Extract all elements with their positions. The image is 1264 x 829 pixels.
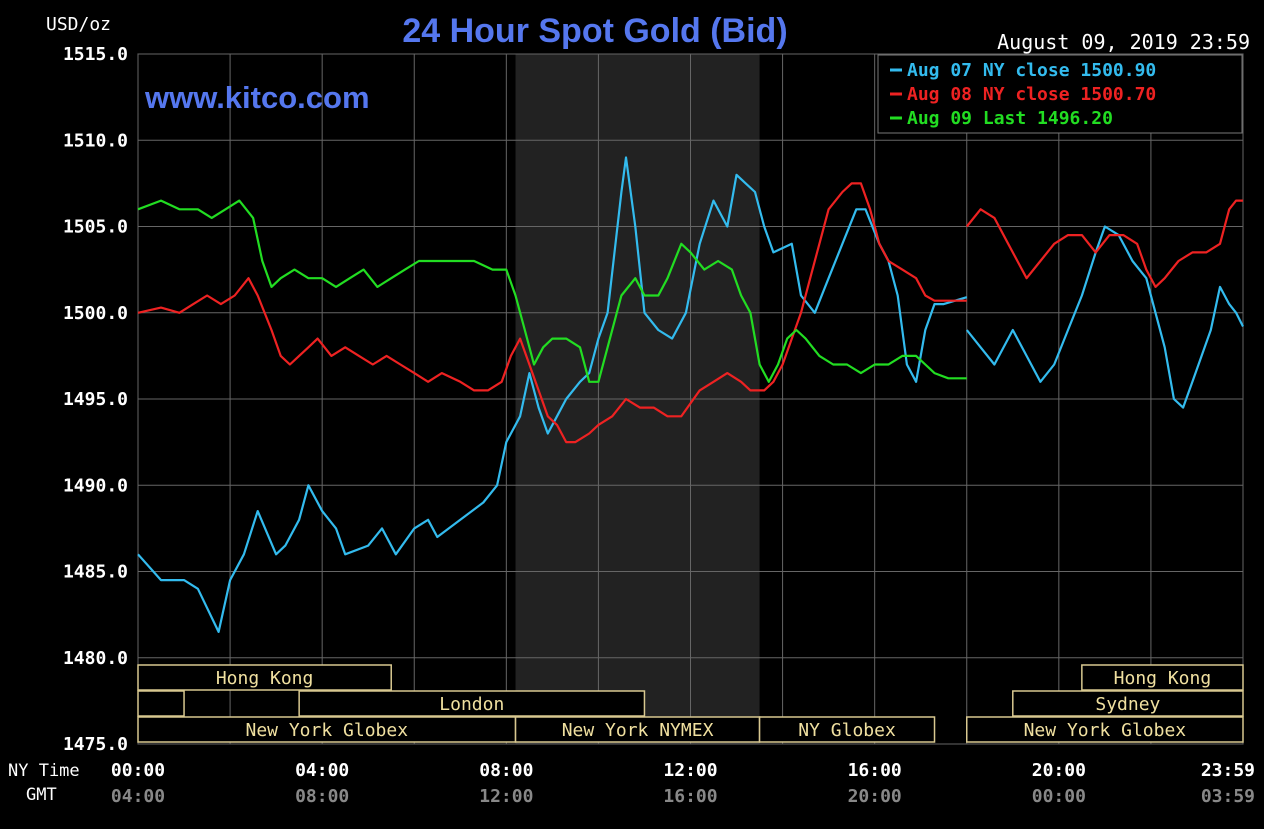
x-tick-label-ny: 20:00 xyxy=(1032,760,1086,781)
legend-box xyxy=(877,54,1243,134)
y-tick-label: 1480.0 xyxy=(63,648,128,669)
session-box xyxy=(966,716,1244,743)
legend-entry: Aug 08 NY close 1500.70 xyxy=(907,84,1156,105)
session-box xyxy=(758,716,936,743)
x-tick-label-gmt: 20:00 xyxy=(848,786,902,807)
session-label: Hong Kong xyxy=(216,668,314,689)
x-tick-label-gmt: 00:00 xyxy=(1032,786,1086,807)
series-line-2 xyxy=(137,182,967,444)
x-tick-label-ny: 00:00 xyxy=(111,760,165,781)
y-tick-label: 1475.0 xyxy=(63,734,128,755)
series-line-3 xyxy=(137,199,967,383)
watermark-text: www.kitco.com xyxy=(144,80,370,115)
y-tick-label: 1510.0 xyxy=(63,130,128,151)
series-line-2-after-gap xyxy=(965,199,1243,288)
session-label: New York Globex xyxy=(1024,720,1187,741)
x-tick-label-gmt: 16:00 xyxy=(663,786,717,807)
legend-entry: Aug 09 Last 1496.20 xyxy=(907,108,1113,129)
session-box xyxy=(1012,690,1244,717)
series-line-1-after-gap xyxy=(965,225,1244,409)
x-tick-label-gmt: 08:00 xyxy=(295,786,349,807)
y-tick-label: 1495.0 xyxy=(63,389,128,410)
x-tick-label-ny: 04:00 xyxy=(295,760,349,781)
y-tick-label: 1500.0 xyxy=(63,303,128,324)
chart-title: 24 Hour Spot Gold (Bid) xyxy=(402,12,787,50)
y-tick-label: 1515.0 xyxy=(63,44,128,65)
session-label: Sydney xyxy=(1095,694,1160,715)
x-tick-label-gmt: 04:00 xyxy=(111,786,165,807)
x-tick-label-ny: 12:00 xyxy=(663,760,717,781)
session-box xyxy=(298,690,646,717)
timestamp-text: August 09, 2019 23:59 xyxy=(997,30,1250,54)
x-tick-label-ny: 08:00 xyxy=(479,760,533,781)
session-label: Hong Kong xyxy=(1114,668,1212,689)
legend-entry: Aug 07 NY close 1500.90 xyxy=(907,60,1156,81)
series-line-1 xyxy=(137,156,968,633)
x-tick-label-gmt: 12:00 xyxy=(479,786,533,807)
session-label: London xyxy=(439,694,504,715)
session-label: New York NYMEX xyxy=(562,720,714,741)
gmt-label: GMT xyxy=(26,785,57,805)
x-tick-label-gmt: 03:59 xyxy=(1201,786,1255,807)
y-tick-label: 1490.0 xyxy=(63,475,128,496)
y-tick-label: 1485.0 xyxy=(63,562,128,583)
y-tick-label: 1505.0 xyxy=(63,217,128,238)
session-box xyxy=(137,716,517,743)
session-box xyxy=(1081,664,1244,691)
ny-time-label: NY Time xyxy=(8,761,80,781)
y-axis-label: USD/oz xyxy=(46,14,111,35)
session-box xyxy=(137,664,392,691)
session-label: NY Globex xyxy=(798,720,896,741)
x-tick-label-ny: 23:59 xyxy=(1201,760,1255,781)
session-label: New York Globex xyxy=(245,720,408,741)
session-box xyxy=(137,690,185,717)
x-tick-label-ny: 16:00 xyxy=(848,760,902,781)
